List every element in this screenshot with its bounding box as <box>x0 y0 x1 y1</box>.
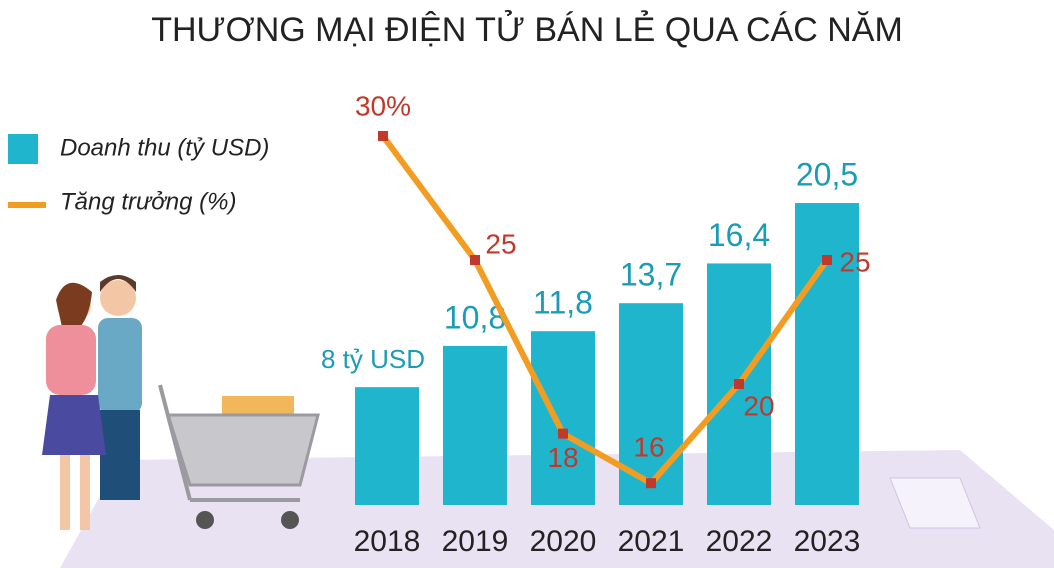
legend-label: Doanh thu (tỷ USD) <box>60 134 269 161</box>
bar-value-label: 11,8 <box>533 285 593 321</box>
growth-line <box>380 134 830 487</box>
growth-value-label: 16 <box>633 432 664 463</box>
shoppers-illustration <box>42 275 320 530</box>
floor-tile <box>889 477 981 529</box>
growth-value-label: 18 <box>547 442 578 473</box>
growth-value-label: 25 <box>839 246 870 277</box>
legend-label: Tăng trưởng (%) <box>60 188 236 215</box>
chart-title: THƯƠNG MẠI ĐIỆN TỬ BÁN LẺ QUA CÁC NĂM <box>151 11 903 49</box>
growth-marker <box>558 428 568 439</box>
growth-value-label: 20 <box>743 390 774 421</box>
x-tick-label: 2020 <box>530 525 597 558</box>
bar <box>619 303 683 505</box>
bar-value-label: 13,7 <box>620 257 682 293</box>
bar-value-label: 16,4 <box>708 217 770 253</box>
x-tick-label: 2022 <box>706 525 773 558</box>
growth-marker <box>378 131 388 141</box>
bar <box>795 203 859 505</box>
growth-marker <box>734 379 744 389</box>
legend-swatch <box>8 134 38 164</box>
growth-value-label: 25 <box>485 228 516 259</box>
x-tick-label: 2018 <box>354 525 421 558</box>
growth-marker <box>822 255 832 265</box>
bar-value-label: 8 tỷ USD <box>321 344 425 374</box>
growth-marker <box>646 478 656 489</box>
growth-marker <box>470 255 480 265</box>
x-tick-label: 2019 <box>442 525 509 558</box>
bar-value-label: 20,5 <box>796 156 858 192</box>
bar <box>443 345 507 505</box>
bar <box>355 387 419 505</box>
growth-value-label: 30% <box>355 90 411 121</box>
x-tick-label: 2023 <box>794 525 861 558</box>
bar <box>531 331 595 505</box>
x-tick-label: 2021 <box>618 525 685 558</box>
